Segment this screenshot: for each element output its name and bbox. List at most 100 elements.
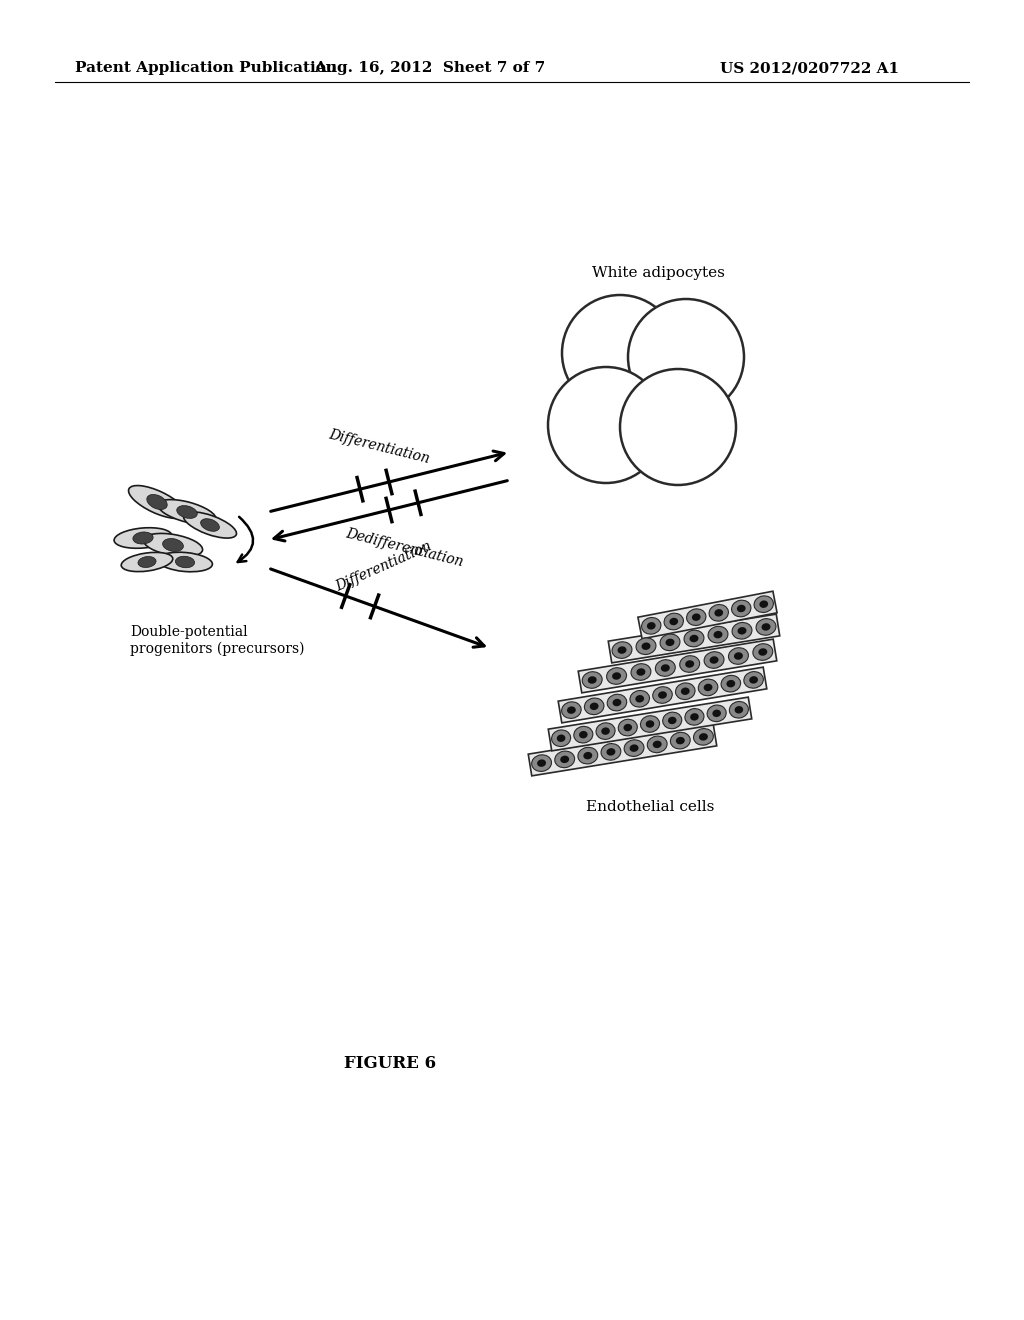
Ellipse shape: [640, 715, 659, 733]
Ellipse shape: [646, 721, 654, 727]
Ellipse shape: [721, 676, 740, 692]
Ellipse shape: [552, 730, 570, 747]
Ellipse shape: [652, 686, 673, 704]
Text: Double-potential
progenitors (precursors): Double-potential progenitors (precursors…: [130, 624, 304, 656]
Ellipse shape: [668, 717, 677, 725]
Ellipse shape: [728, 648, 749, 664]
Ellipse shape: [676, 737, 685, 744]
Ellipse shape: [743, 672, 763, 688]
Ellipse shape: [762, 623, 770, 631]
Ellipse shape: [686, 609, 706, 626]
Circle shape: [562, 294, 678, 411]
Ellipse shape: [689, 635, 698, 643]
Circle shape: [620, 370, 736, 484]
Text: White adipocytes: White adipocytes: [592, 267, 724, 280]
Ellipse shape: [630, 690, 649, 708]
Ellipse shape: [756, 619, 776, 635]
Ellipse shape: [624, 723, 632, 731]
Ellipse shape: [671, 733, 690, 748]
Ellipse shape: [618, 719, 637, 735]
Ellipse shape: [754, 595, 773, 612]
Ellipse shape: [660, 664, 670, 672]
Ellipse shape: [579, 731, 588, 738]
Ellipse shape: [183, 512, 237, 539]
Ellipse shape: [681, 688, 690, 694]
Ellipse shape: [685, 660, 694, 668]
Ellipse shape: [555, 751, 574, 768]
Circle shape: [628, 300, 744, 414]
Ellipse shape: [573, 726, 593, 743]
Ellipse shape: [729, 701, 749, 718]
Ellipse shape: [612, 698, 622, 706]
Ellipse shape: [734, 652, 743, 660]
Ellipse shape: [685, 709, 703, 725]
Ellipse shape: [114, 528, 172, 548]
Ellipse shape: [732, 623, 752, 639]
Ellipse shape: [612, 672, 621, 680]
Ellipse shape: [737, 627, 746, 635]
Ellipse shape: [708, 627, 728, 643]
Ellipse shape: [660, 634, 680, 651]
Ellipse shape: [647, 622, 655, 630]
Ellipse shape: [601, 727, 610, 735]
Ellipse shape: [647, 737, 667, 752]
Ellipse shape: [636, 638, 656, 655]
Text: FIGURE 6: FIGURE 6: [344, 1055, 436, 1072]
Ellipse shape: [590, 702, 599, 710]
Ellipse shape: [726, 680, 735, 688]
Ellipse shape: [617, 647, 627, 653]
Text: Dedifferentiation: Dedifferentiation: [344, 525, 464, 569]
Polygon shape: [638, 591, 777, 639]
Ellipse shape: [655, 660, 675, 676]
Ellipse shape: [642, 618, 660, 634]
Ellipse shape: [641, 643, 650, 649]
Ellipse shape: [698, 680, 718, 696]
Ellipse shape: [714, 631, 723, 639]
Text: Differentiation: Differentiation: [327, 428, 431, 466]
Ellipse shape: [585, 698, 604, 714]
Polygon shape: [579, 639, 777, 693]
Ellipse shape: [631, 664, 651, 680]
Ellipse shape: [684, 630, 703, 647]
Ellipse shape: [630, 744, 639, 752]
Ellipse shape: [670, 618, 678, 626]
Ellipse shape: [737, 605, 745, 612]
Ellipse shape: [750, 676, 758, 684]
Ellipse shape: [584, 752, 592, 759]
Ellipse shape: [143, 533, 203, 557]
Ellipse shape: [606, 748, 615, 755]
Text: Aug. 16, 2012  Sheet 7 of 7: Aug. 16, 2012 Sheet 7 of 7: [314, 61, 546, 75]
Ellipse shape: [708, 705, 726, 722]
Ellipse shape: [663, 713, 682, 729]
FancyArrowPatch shape: [238, 517, 253, 562]
Ellipse shape: [158, 499, 216, 524]
Ellipse shape: [163, 539, 183, 552]
Ellipse shape: [680, 656, 699, 672]
Ellipse shape: [709, 605, 728, 622]
Ellipse shape: [710, 656, 719, 664]
Ellipse shape: [129, 486, 185, 519]
Ellipse shape: [121, 552, 173, 572]
Ellipse shape: [676, 682, 695, 700]
Polygon shape: [528, 725, 717, 776]
Ellipse shape: [658, 692, 667, 698]
Text: Patent Application Publication: Patent Application Publication: [75, 61, 337, 75]
Ellipse shape: [692, 614, 700, 620]
Text: US 2012/0207722 A1: US 2012/0207722 A1: [720, 61, 899, 75]
Ellipse shape: [625, 739, 644, 756]
Ellipse shape: [699, 733, 708, 741]
Ellipse shape: [138, 557, 156, 568]
Ellipse shape: [703, 684, 713, 692]
Ellipse shape: [635, 696, 644, 702]
Text: Differentiation: Differentiation: [334, 539, 434, 594]
Ellipse shape: [567, 706, 575, 714]
Ellipse shape: [146, 495, 167, 510]
Ellipse shape: [731, 601, 751, 616]
Ellipse shape: [715, 609, 723, 616]
Ellipse shape: [201, 519, 219, 532]
Ellipse shape: [713, 710, 721, 717]
Text: Endothelial cells: Endothelial cells: [586, 800, 714, 814]
Ellipse shape: [705, 652, 724, 668]
Ellipse shape: [596, 723, 615, 739]
Ellipse shape: [557, 734, 565, 742]
